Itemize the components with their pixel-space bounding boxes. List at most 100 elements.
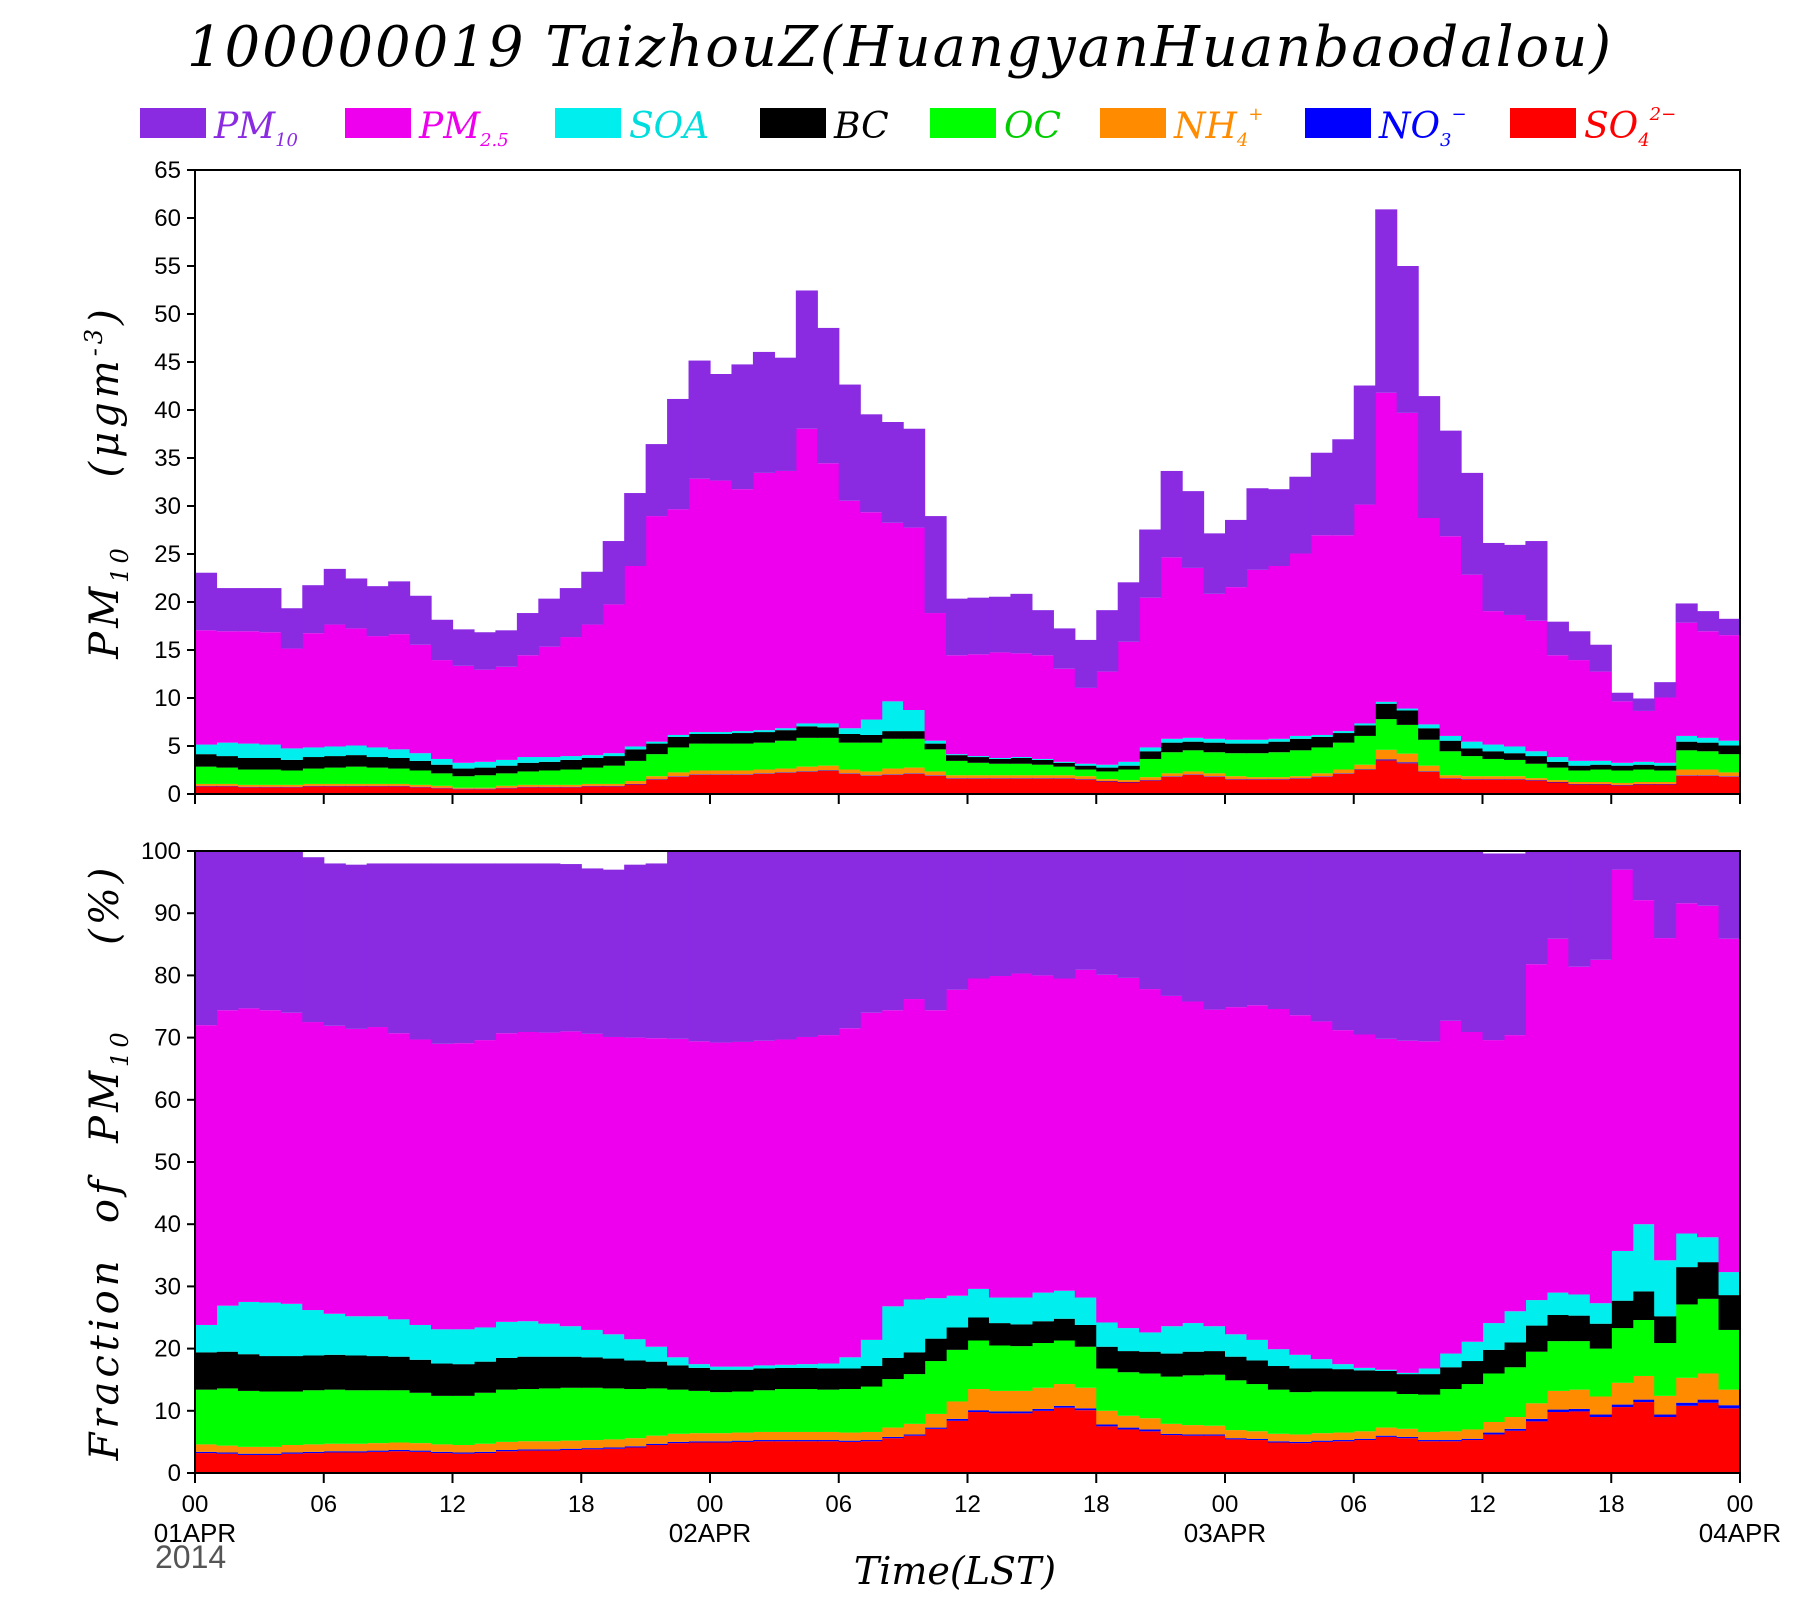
- top-bar-segment: [881, 422, 904, 523]
- bottom-bar-segment: [409, 1039, 432, 1325]
- bottom-bar-segment: [1482, 1349, 1505, 1374]
- bottom-bar-segment: [1246, 1438, 1269, 1441]
- bottom-bar-segment: [1546, 1341, 1569, 1391]
- bottom-bar-segment: [345, 1451, 368, 1453]
- top-bar-segment: [195, 766, 218, 784]
- top-series-pm2-5: [195, 392, 1741, 765]
- bottom-bar-segment: [667, 1389, 690, 1434]
- bottom-bar-segment: [1225, 1007, 1248, 1335]
- bottom-bar-segment: [538, 1449, 561, 1451]
- top-bar-segment: [581, 786, 604, 794]
- bottom-bar-segment: [1246, 1005, 1269, 1340]
- top-bar-segment: [860, 719, 883, 735]
- bottom-bar-segment: [431, 1363, 454, 1396]
- top-bar-segment: [795, 766, 818, 772]
- bottom-bar-segment: [216, 1010, 239, 1306]
- top-bar-segment: [302, 783, 325, 786]
- top-bar-segment: [1418, 765, 1441, 772]
- bottom-bar-segment: [473, 1327, 497, 1362]
- top-bar-segment: [817, 770, 840, 794]
- x-tick-label: 06: [1340, 1491, 1367, 1518]
- top-bar-segment: [1353, 770, 1376, 794]
- bottom-bar-segment: [731, 1041, 754, 1367]
- bottom-bar-segment: [1310, 1433, 1333, 1441]
- top-bar-segment: [1010, 758, 1033, 764]
- bottom-bar-segment: [1160, 1326, 1183, 1354]
- legend-swatch-so4: [1510, 108, 1576, 138]
- bottom-bar-segment: [280, 1303, 303, 1357]
- top-bar-segment: [795, 726, 818, 738]
- top-bar-segment: [431, 619, 454, 661]
- bottom-bar-segment: [774, 1441, 797, 1473]
- top-bar-segment: [1289, 476, 1312, 554]
- bottom-bar-segment: [559, 1387, 582, 1441]
- top-bar-segment: [731, 774, 754, 794]
- top-bar-segment: [452, 665, 475, 763]
- top-bar-segment: [1246, 739, 1269, 744]
- top-y-tick-label: 30: [154, 493, 181, 520]
- bottom-bar-segment: [860, 1440, 883, 1442]
- top-bar-segment: [1117, 782, 1140, 794]
- bottom-bar-segment: [967, 1317, 990, 1341]
- bottom-bar-segment: [452, 1329, 475, 1365]
- top-bar-segment: [1375, 719, 1398, 750]
- bottom-bar-segment: [388, 863, 411, 1034]
- top-bar-segment: [1053, 761, 1076, 763]
- top-bar-segment: [946, 775, 969, 779]
- top-bar-segment: [1568, 765, 1591, 771]
- bottom-bar-segment: [1267, 1366, 1290, 1390]
- bottom-bar-segment: [559, 1440, 582, 1449]
- top-bar-segment: [1375, 749, 1398, 760]
- bottom-bar-segment: [1203, 1434, 1226, 1436]
- bottom-bar-segment: [1654, 851, 1677, 939]
- top-bar-segment: [924, 743, 947, 750]
- bottom-bar-segment: [366, 863, 389, 1028]
- top-bar-segment: [1461, 779, 1484, 794]
- top-bar-segment: [1718, 772, 1741, 777]
- bottom-bar-segment: [602, 1447, 625, 1449]
- top-bar-segment: [581, 571, 604, 625]
- bottom-bar-segment: [1439, 1353, 1462, 1368]
- bottom-bar-segment: [366, 1356, 389, 1391]
- bottom-bar-segment: [860, 1441, 883, 1473]
- bottom-bar-segment: [1546, 851, 1569, 939]
- top-bar-segment: [388, 634, 411, 750]
- top-bar-segment: [1010, 775, 1033, 779]
- bottom-bar-segment: [1375, 1370, 1398, 1392]
- bottom-bar-segment: [538, 1032, 561, 1324]
- bottom-bar-segment: [1589, 1417, 1612, 1473]
- top-bar-segment: [667, 747, 690, 773]
- top-bar-segment: [967, 762, 990, 776]
- top-y-tick-label: 60: [154, 205, 181, 232]
- bottom-bar-segment: [388, 1356, 411, 1391]
- top-bar-segment: [1632, 761, 1655, 765]
- top-bar-segment: [774, 740, 797, 769]
- top-bar-segment: [1396, 266, 1419, 413]
- top-bar-segment: [1482, 776, 1505, 780]
- top-bar-segment: [667, 736, 690, 748]
- top-bar-segment: [1310, 776, 1333, 794]
- top-bar-segment: [1632, 710, 1655, 762]
- bottom-bar-segment: [581, 1329, 604, 1358]
- top-bar-segment: [1246, 753, 1269, 778]
- bottom-bar-segment: [731, 1441, 754, 1473]
- top-bar-segment: [624, 784, 647, 794]
- bottom-bar-segment: [1031, 851, 1054, 976]
- top-bar-segment: [1546, 782, 1569, 794]
- bottom-bar-segment: [710, 1369, 733, 1393]
- top-bar-segment: [366, 636, 389, 748]
- bottom-bar-segment: [1375, 1391, 1398, 1428]
- top-bar-segment: [967, 654, 990, 757]
- top-series-soa: [195, 701, 1741, 769]
- bottom-bar-segment: [881, 1379, 904, 1428]
- top-bar-segment: [881, 701, 904, 732]
- bottom-bar-segment: [924, 1427, 947, 1429]
- top-bar-segment: [1675, 741, 1698, 751]
- top-bar-segment: [1439, 536, 1462, 736]
- top-bar-segment: [1697, 611, 1720, 632]
- top-bar-segment: [323, 746, 346, 757]
- top-bar-segment: [1654, 682, 1677, 698]
- x-tick-label: 00: [1727, 1491, 1754, 1518]
- bottom-bar-segment: [903, 1299, 926, 1353]
- bottom-bar-segment: [1525, 1403, 1548, 1419]
